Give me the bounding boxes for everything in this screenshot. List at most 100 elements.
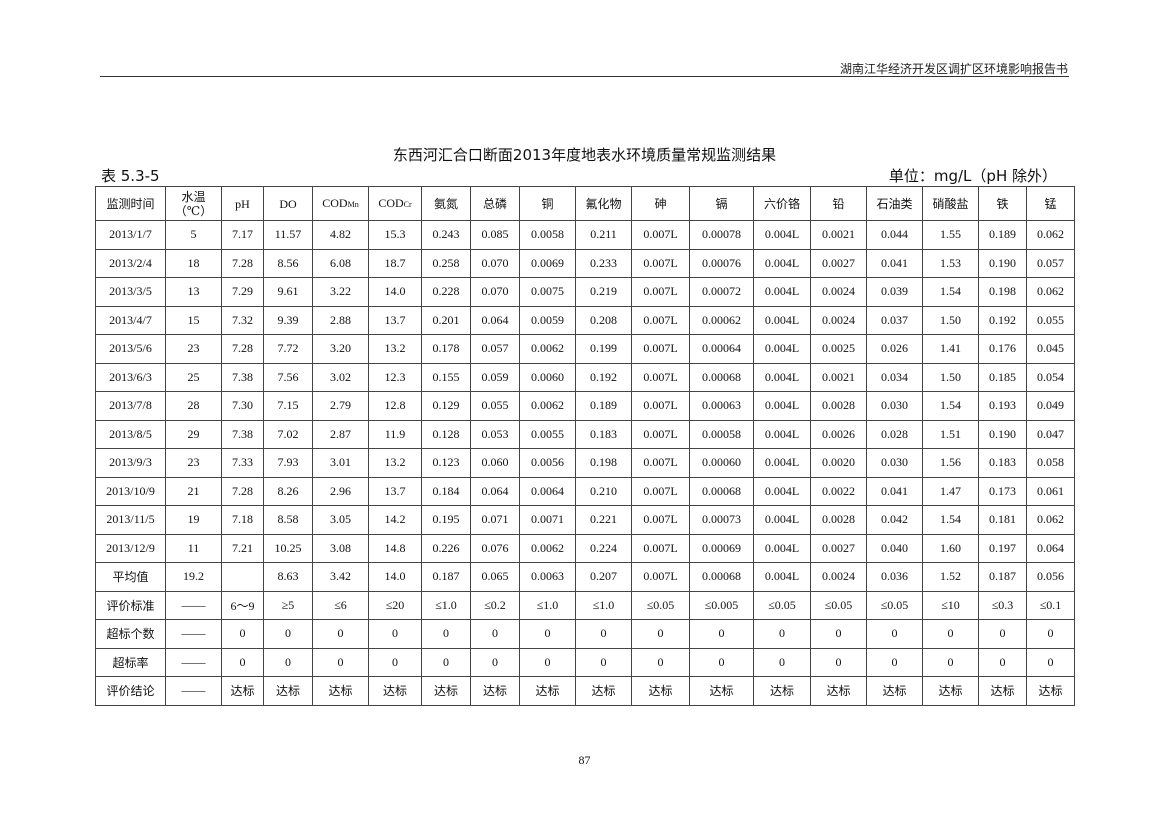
table-cell: 7.38 xyxy=(221,419,264,449)
table-cell: 1.50 xyxy=(922,305,979,335)
table-cell: 0.181 xyxy=(978,505,1027,535)
table-cell: 0 xyxy=(689,647,754,677)
column-header: CODCr xyxy=(368,186,422,221)
table-cell: 0.0062 xyxy=(519,334,576,364)
table-cell: 28 xyxy=(165,391,222,421)
column-header: 石油类 xyxy=(866,186,923,221)
table-cell: 0.007L xyxy=(631,248,690,278)
table-cell: 0.187 xyxy=(978,562,1027,592)
table-cell: 7.33 xyxy=(221,448,264,478)
table-cell: 0.190 xyxy=(978,248,1027,278)
table-row: 2013/5/6 23 7.28 7.72 3.20 13.2 0.178 0.057 0.00… xyxy=(95,334,1075,364)
table-cell: 达标 xyxy=(689,676,754,706)
table-cell: 达标 xyxy=(631,676,690,706)
table-cell: ≤0.005 xyxy=(689,590,754,620)
table-cell: 0.0075 xyxy=(519,277,576,307)
table-cell: 2013/5/6 xyxy=(95,334,166,364)
table-cell: 2013/8/5 xyxy=(95,419,166,449)
table-cell: 2013/6/3 xyxy=(95,362,166,392)
table-cell: 2013/11/5 xyxy=(95,505,166,535)
table-cell: 0.0025 xyxy=(810,334,867,364)
table-row: 2013/12/9 11 7.21 10.25 3.08 14.8 0.226 0.076 0.… xyxy=(95,533,1075,563)
table-cell: 0.228 xyxy=(421,277,471,307)
table-cell: 0.0062 xyxy=(519,533,576,563)
table-cell: 23 xyxy=(165,334,222,364)
header-rule xyxy=(100,76,1069,77)
table-cell: 2013/3/5 xyxy=(95,277,166,307)
table-cell: 0.219 xyxy=(575,277,632,307)
table-cell: 0.0024 xyxy=(810,277,867,307)
table-cell: 0 xyxy=(312,619,369,649)
table-cell: 1.56 xyxy=(922,448,979,478)
table-cell: 0.004L xyxy=(753,533,811,563)
table-cell: 0.00058 xyxy=(689,419,754,449)
table-cell: 0.041 xyxy=(866,248,923,278)
table-cell: 0.0063 xyxy=(519,562,576,592)
table-cell: 0 xyxy=(221,647,264,677)
table-cell: 0.059 xyxy=(470,362,520,392)
column-header: DO xyxy=(263,186,313,221)
table-cell: 0.0059 xyxy=(519,305,576,335)
table-cell: 0.057 xyxy=(470,334,520,364)
table-cell: 7.15 xyxy=(263,391,313,421)
table-cell: 0.055 xyxy=(470,391,520,421)
column-header: 铜 xyxy=(519,186,576,221)
table-cell: 0.064 xyxy=(470,476,520,506)
column-header-unit: （℃） xyxy=(174,203,213,218)
table-cell: 15 xyxy=(165,305,222,335)
table-cell: 19.2 xyxy=(165,562,222,592)
table-cell: 达标 xyxy=(922,676,979,706)
table-cell: 14.0 xyxy=(368,562,422,592)
header-row: 监测时间 水温 （℃） pH DO CODMn CODCr 氨氮 总磷铜氟化物砷镉六价铬铅石油类… xyxy=(95,186,1075,221)
table-cell: 评价结论 xyxy=(95,676,166,706)
table-cell: 7.02 xyxy=(263,419,313,449)
table-cell: 25 xyxy=(165,362,222,392)
monitoring-results-table: 监测时间 水温 （℃） pH DO CODMn CODCr 氨氮 总磷铜氟化物砷镉六价铬铅石油类… xyxy=(95,186,1075,706)
table-cell: ≥5 xyxy=(263,590,313,620)
table-cell: 0 xyxy=(312,647,369,677)
table-cell: 0.061 xyxy=(1026,476,1075,506)
table-cell: 0.0020 xyxy=(810,448,867,478)
table-cell: 2013/4/7 xyxy=(95,305,166,335)
table-cell: 13 xyxy=(165,277,222,307)
table-cell: 7.28 xyxy=(221,334,264,364)
table-cell: 0.007L xyxy=(631,562,690,592)
table-cell: 13.2 xyxy=(368,334,422,364)
table-cell: 0.007L xyxy=(631,419,690,449)
table-cell: 0.190 xyxy=(978,419,1027,449)
table-cell: 0.233 xyxy=(575,248,632,278)
table-cell: 3.20 xyxy=(312,334,369,364)
table-title: 东西河汇合口断面2013年度地表水环境质量常规监测结果 xyxy=(392,146,777,164)
table-row: 超标个数 —— 0 0 0 0 0 0 0 0 0 0 0 0 0 0 0 0 xyxy=(95,619,1075,649)
table-cell xyxy=(221,562,264,592)
table-cell: 1.47 xyxy=(922,476,979,506)
table-row: 2013/9/3 23 7.33 7.93 3.01 13.2 0.123 0.060 0.00… xyxy=(95,448,1075,478)
table-row: 2013/7/8 28 7.30 7.15 2.79 12.8 0.129 0.055 0.00… xyxy=(95,391,1075,421)
table-cell: 0.030 xyxy=(866,391,923,421)
table-cell: 0 xyxy=(263,619,313,649)
table-cell: 0 xyxy=(470,619,520,649)
table-cell: 0 xyxy=(689,619,754,649)
table-cell: 0.192 xyxy=(978,305,1027,335)
table-cell: 1.50 xyxy=(922,362,979,392)
table-cell: 2.88 xyxy=(312,305,369,335)
table-cell: 2.79 xyxy=(312,391,369,421)
table-cell: 2013/10/9 xyxy=(95,476,166,506)
column-header-text: COD xyxy=(322,195,348,210)
table-cell: 0.0027 xyxy=(810,248,867,278)
column-header: 锰 xyxy=(1026,186,1075,221)
column-header-text: 六价铬 xyxy=(763,196,800,211)
column-header: 氨氮 xyxy=(421,186,471,221)
table-cell: 0.178 xyxy=(421,334,471,364)
table-cell: ≤0.05 xyxy=(810,590,867,620)
table-cell: 0.041 xyxy=(866,476,923,506)
column-header: 氟化物 xyxy=(575,186,632,221)
column-header-subscript: Mn xyxy=(347,199,359,209)
table-cell: 0.207 xyxy=(575,562,632,592)
table-cell: 1.54 xyxy=(922,277,979,307)
table-cell: 0.193 xyxy=(978,391,1027,421)
table-cell: 2013/9/3 xyxy=(95,448,166,478)
table-cell: 0.004L xyxy=(753,505,811,535)
table-cell: 达标 xyxy=(866,676,923,706)
table-cell: 2013/2/4 xyxy=(95,248,166,278)
